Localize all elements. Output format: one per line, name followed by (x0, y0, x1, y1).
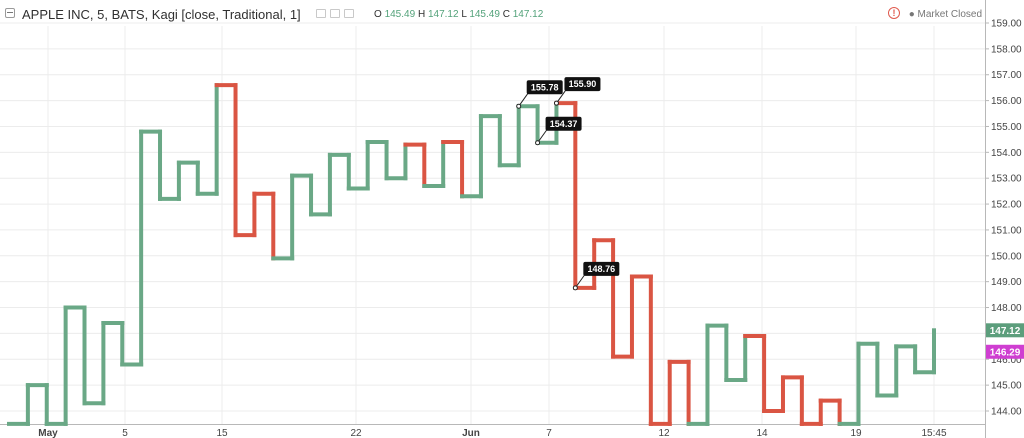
y-tick-label: 158.00 (991, 44, 1022, 55)
y-tick-label: 150.00 (991, 251, 1022, 262)
x-tick-label: 7 (546, 428, 552, 438)
ohlc-close-key: C (502, 9, 510, 20)
annotation-box (526, 80, 563, 95)
collapse-icon[interactable] (5, 8, 15, 18)
annotation-leader (556, 88, 567, 104)
price-marker-label: 146.29 (990, 347, 1021, 358)
visibility-icon[interactable] (330, 9, 340, 18)
x-tick-label: 15 (216, 428, 228, 438)
y-tick-label: 155.00 (991, 122, 1022, 133)
ohlc-high-key: H (417, 9, 426, 20)
ohlc-open-value: 145.49 (384, 9, 416, 20)
chart-header: APPLE INC, 5, BATS, Kagi [close, Traditi… (0, 0, 1024, 28)
y-tick-label: 149.00 (991, 277, 1022, 288)
annotation-leader (518, 92, 530, 107)
annotation-anchor (516, 103, 522, 109)
alert-circle-icon: ! (888, 7, 900, 19)
x-tick-label: May (38, 428, 58, 438)
ohlc-high-value: 147.12 (427, 9, 459, 20)
ohlc-readout: O 145.49 H 147.12 L 145.49 C 147.12 (374, 9, 543, 20)
settings-icon[interactable] (316, 9, 326, 18)
y-tick-label: 146.00 (991, 355, 1022, 366)
y-tick-label: 144.00 (991, 407, 1022, 418)
price-marker-box (986, 344, 1024, 359)
annotation-leader (537, 128, 548, 144)
ohlc-close-value: 147.12 (512, 9, 544, 20)
annotation-label: 154.37 (550, 119, 578, 129)
y-tick-label: 159.00 (991, 19, 1022, 30)
annotation-label: 155.90 (569, 79, 597, 89)
market-status-text: Market Closed (917, 9, 982, 20)
x-tick-label: 22 (350, 428, 362, 438)
x-tick-label: 15:45 (921, 428, 946, 438)
annotation-box (545, 116, 582, 131)
ohlc-low-value: 145.49 (469, 9, 500, 20)
annotation-leader (574, 273, 586, 289)
price-marker-label: 147.12 (990, 326, 1021, 337)
x-tick-label: 14 (756, 428, 768, 438)
annotation-box (583, 261, 620, 276)
y-tick-label: 156.00 (991, 96, 1022, 107)
y-tick-label: 154.00 (991, 148, 1022, 159)
y-tick-label: 148.00 (991, 303, 1022, 314)
ohlc-open-key: O (374, 9, 382, 20)
x-tick-label: 19 (850, 428, 862, 438)
annotation-label: 155.78 (531, 82, 559, 92)
chart-title: APPLE INC, 5, BATS, Kagi [close, Traditi… (22, 7, 301, 22)
price-marker-box (986, 323, 1024, 338)
annotation-anchor (535, 140, 541, 146)
y-tick-label: 152.00 (991, 200, 1022, 211)
x-tick-label: 5 (122, 428, 128, 438)
y-tick-label: 145.00 (991, 381, 1022, 392)
market-status: ● Market Closed (908, 9, 982, 20)
annotation-box (564, 77, 601, 92)
ohlc-low-key: L (461, 9, 467, 20)
y-tick-label: 157.00 (991, 70, 1022, 81)
x-tick-label: 12 (658, 428, 670, 438)
y-tick-label: 151.00 (991, 225, 1022, 236)
y-tick-label: 153.00 (991, 174, 1022, 185)
close-icon[interactable] (344, 9, 354, 18)
x-tick-label: Jun (462, 428, 480, 438)
annotation-anchor (553, 100, 559, 106)
annotation-anchor (572, 285, 578, 291)
annotation-label: 148.76 (588, 264, 616, 274)
